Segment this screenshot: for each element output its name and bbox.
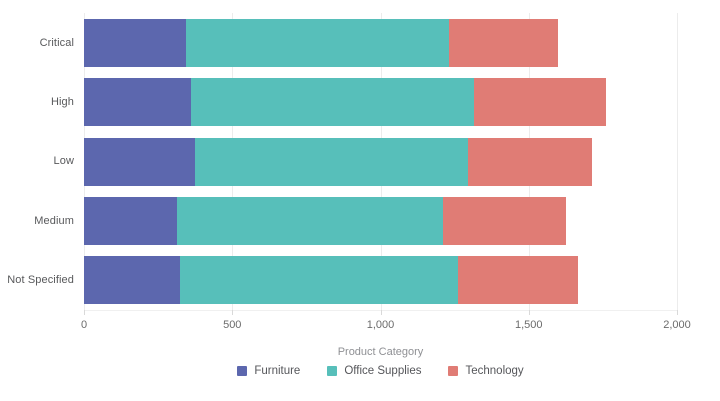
x-tick-label-0: 0: [80, 319, 88, 331]
bar-row-high: [84, 78, 606, 127]
x-tick-500: [232, 310, 234, 315]
bar-segment-critical-office-supplies[interactable]: [186, 18, 449, 67]
y-axis-labels: Critical High Low Medium Not Specified: [0, 13, 74, 310]
bar-segment-critical-technology[interactable]: [448, 18, 559, 67]
plot-area: [84, 13, 678, 311]
bar-segment-not-specified-technology[interactable]: [457, 256, 578, 305]
bar-segment-low-technology[interactable]: [467, 137, 593, 186]
x-axis: 0 500 1,000 1,500 2,000: [80, 310, 691, 340]
legend-swatch-technology: [448, 366, 459, 376]
legend-label-office-supplies: Office Supplies: [344, 365, 422, 377]
x-tick-label-1000: 1,000: [366, 319, 395, 331]
legend-swatch-office-supplies: [327, 366, 338, 376]
x-tick-1000: [380, 310, 382, 315]
legend-item-technology[interactable]: Technology: [448, 365, 524, 377]
legend-label-technology: Technology: [465, 365, 524, 377]
bar-row-medium: [84, 196, 566, 245]
bar-segment-not-specified-office-supplies[interactable]: [180, 256, 458, 305]
x-tick-label-500: 500: [223, 319, 242, 331]
y-label-low: Low: [53, 155, 74, 168]
legend-title: Product Category: [337, 346, 424, 358]
bar-segment-not-specified-furniture[interactable]: [84, 256, 181, 305]
y-label-critical: Critical: [39, 36, 74, 49]
bar-segment-high-technology[interactable]: [473, 78, 606, 127]
x-tick-label-1500: 1,500: [514, 319, 543, 331]
y-label-high: High: [50, 96, 74, 109]
bar-segment-low-furniture[interactable]: [84, 137, 196, 186]
bar-row-low: [84, 137, 593, 186]
bar-segment-high-office-supplies[interactable]: [190, 78, 474, 127]
x-tick-0: [84, 310, 85, 315]
bar-segment-low-office-supplies[interactable]: [195, 137, 468, 186]
bar-row-critical: [84, 18, 559, 67]
y-label-not-specified: Not Specified: [7, 274, 74, 287]
x-tick-1500: [528, 310, 530, 315]
legend-swatch-furniture: [237, 366, 248, 376]
legend-item-office-supplies[interactable]: Office Supplies: [327, 365, 421, 377]
bar-segment-medium-office-supplies[interactable]: [177, 196, 443, 245]
legend-item-furniture[interactable]: Furniture: [237, 365, 300, 377]
bar-segment-medium-technology[interactable]: [442, 196, 566, 245]
bar-segment-medium-furniture[interactable]: [84, 196, 178, 245]
x-tick-2000: [677, 310, 678, 315]
legend-block: Product Category Furniture Office Supplie…: [84, 346, 677, 377]
x-tick-label-2000: 2,000: [663, 319, 691, 331]
y-label-medium: Medium: [34, 214, 74, 227]
legend-label-furniture: Furniture: [254, 365, 301, 377]
bar-segment-critical-furniture[interactable]: [84, 18, 187, 67]
gridline-2000: [677, 13, 678, 310]
bar-row-not-specified: [84, 256, 578, 305]
bar-segment-high-furniture[interactable]: [84, 78, 191, 127]
legend: Furniture Office Supplies Technology: [84, 365, 677, 377]
